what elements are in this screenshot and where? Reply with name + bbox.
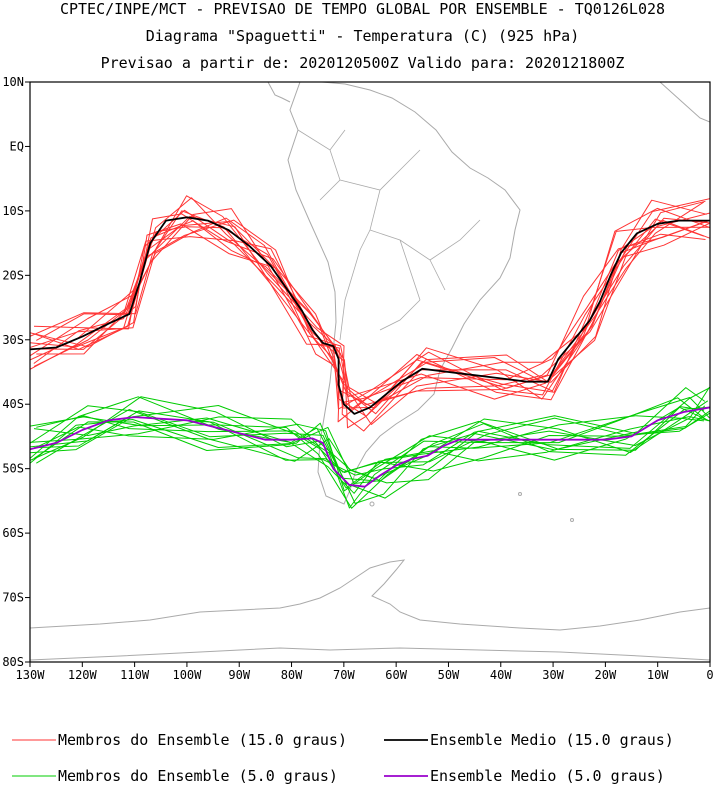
member-line [30, 387, 706, 504]
legend-label: Ensemble Medio (15.0 graus) [430, 731, 674, 749]
member-line [30, 405, 706, 476]
x-tick-label: 90W [228, 668, 250, 682]
member-line [30, 197, 710, 429]
x-tick-label: 130W [16, 668, 46, 682]
south-america-outline [287, 82, 521, 505]
x-tick-label: 100W [172, 668, 202, 682]
country-borders [297, 129, 481, 341]
legend-label: Ensemble Medio (5.0 graus) [430, 767, 665, 785]
y-tick-label: 70S [2, 591, 24, 605]
header-line-2: Diagrama "Spaguetti" - Temperatura (C) (… [145, 27, 580, 45]
south-georgia [518, 492, 522, 496]
ensemble-means [30, 216, 710, 488]
x-tick-label: 50W [438, 668, 460, 682]
legend-label: Membros do Ensemble (5.0 graus) [58, 767, 338, 785]
sandwich-islands [570, 518, 574, 522]
member-line [30, 213, 710, 423]
x-tick-label: 10W [647, 668, 669, 682]
y-tick-label: 40S [2, 397, 24, 411]
y-tick-label: 60S [2, 526, 24, 540]
y-tick-label: 10N [2, 75, 24, 89]
member-line [33, 209, 706, 409]
mean-line [30, 216, 710, 415]
member-line [33, 406, 710, 492]
x-tick-label: 110W [120, 668, 150, 682]
member-line [36, 397, 709, 509]
antarctica-outline [30, 559, 710, 631]
x-tick-label: 70W [333, 668, 355, 682]
x-tick-label: 20W [595, 668, 617, 682]
falkland-islands [369, 501, 375, 507]
member-line [30, 405, 710, 473]
header-line-3: Previsao a partir de: 2020120500Z Valido… [100, 54, 625, 72]
ensemble-members [30, 195, 710, 509]
member-line [30, 222, 710, 410]
member-line [33, 406, 705, 484]
x-tick-label: 0 [706, 668, 713, 682]
member-line [33, 200, 706, 404]
y-tick-label: 80S [2, 655, 24, 669]
y-tick-label: 10S [2, 204, 24, 218]
y-tick-label: 30S [2, 333, 24, 347]
africa-outline [659, 82, 710, 123]
member-line [30, 416, 710, 489]
coastline-map [30, 82, 710, 661]
legend-label: Membros do Ensemble (15.0 graus) [58, 731, 347, 749]
mean-line [30, 406, 710, 488]
x-tick-label: 80W [281, 668, 303, 682]
member-line [30, 397, 710, 509]
y-tick-label: EQ [10, 139, 24, 153]
antarctica-lower-coast [30, 647, 710, 661]
header-line-1: CPTEC/INPE/MCT - PREVISAO DE TEMPO GLOBA… [59, 0, 666, 18]
central-america-outline [267, 82, 291, 103]
x-tick-label: 30W [542, 668, 564, 682]
member-line [30, 387, 710, 499]
member-line [33, 415, 705, 494]
plot-frame [29, 81, 711, 663]
y-tick-label: 50S [2, 462, 24, 476]
member-line [30, 217, 710, 407]
legend: Membros do Ensemble (15.0 graus) Ensemble… [12, 731, 674, 785]
x-tick-label: 60W [385, 668, 407, 682]
x-tick-label: 120W [68, 668, 98, 682]
y-tick-label: 20S [2, 268, 24, 282]
x-tick-label: 40W [490, 668, 512, 682]
